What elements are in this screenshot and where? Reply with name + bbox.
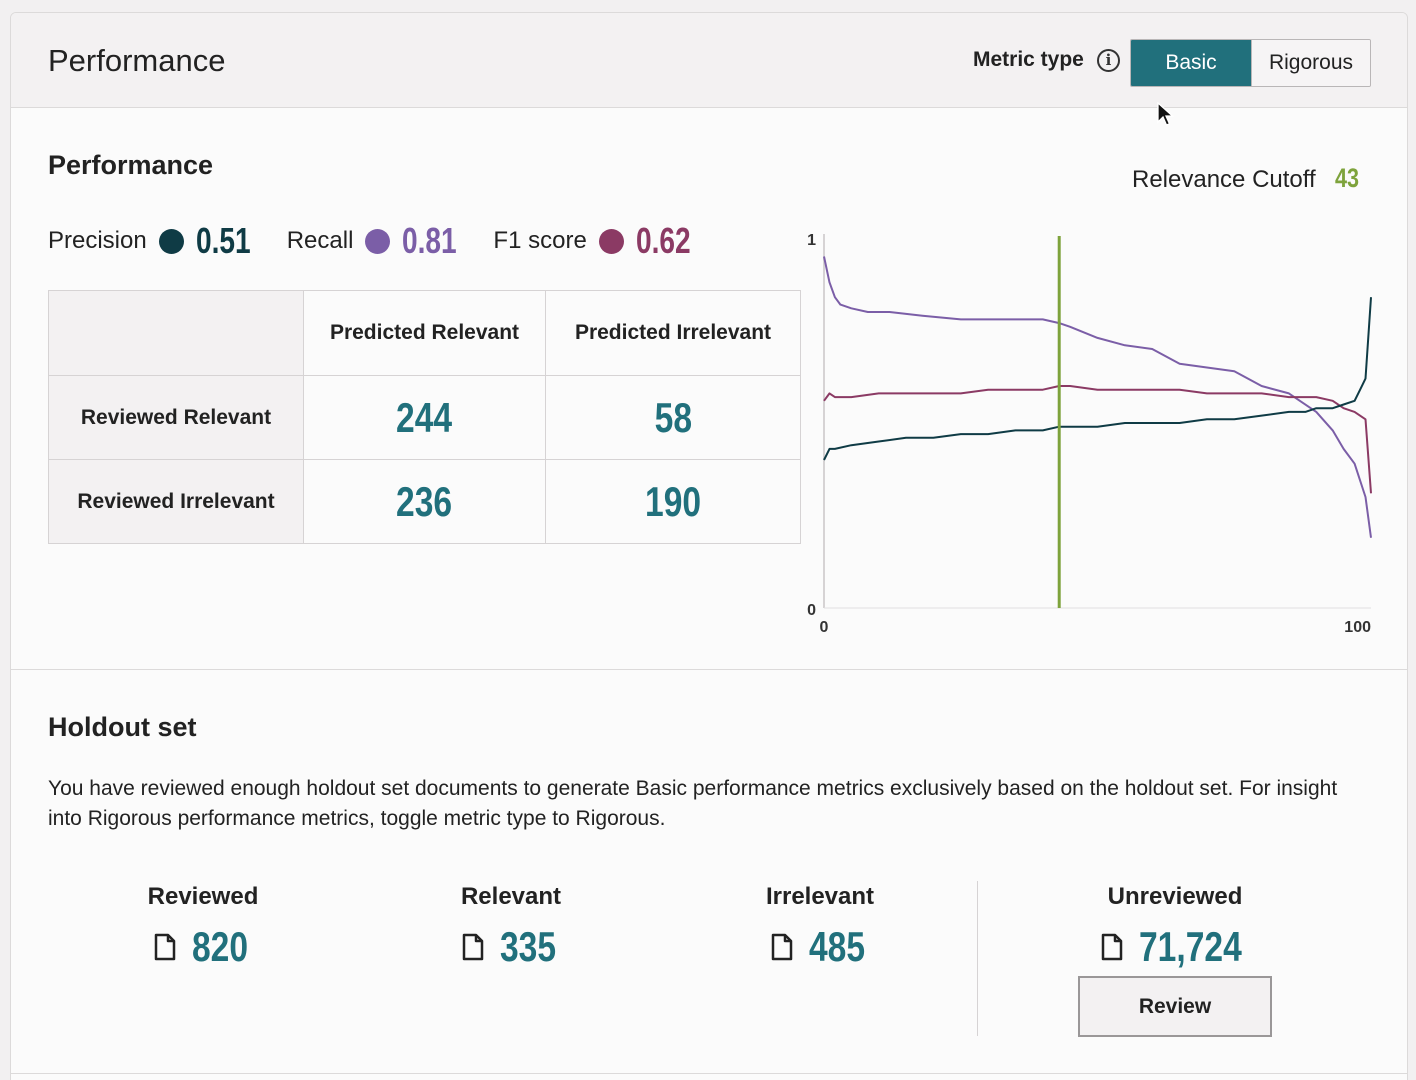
- panel-header: Performance Metric type i Basic Rigorous: [11, 13, 1407, 108]
- series-line-0: [823, 256, 1372, 538]
- x-tick-label: 0: [820, 619, 829, 636]
- confusion-matrix: Predicted Relevant Predicted Irrelevant …: [48, 290, 801, 544]
- predicted-irrelevant-header: Predicted Irrelevant: [545, 290, 801, 376]
- reviewed-relevant-header: Reviewed Relevant: [48, 375, 304, 460]
- precision-value: 0.51: [195, 220, 251, 261]
- relevant-stat: Relevant 335: [411, 883, 611, 971]
- rr-pr-value: 244: [396, 393, 453, 441]
- y-tick-label: 1: [807, 232, 816, 249]
- f1-dot-icon: [598, 228, 624, 254]
- predicted-relevant-header: Predicted Relevant: [303, 290, 546, 376]
- recall-value: 0.81: [402, 220, 458, 261]
- unreviewed-label: Unreviewed: [1107, 883, 1243, 910]
- confusion-cell: 190: [545, 459, 801, 544]
- info-icon[interactable]: i: [1097, 49, 1120, 72]
- performance-section-title: Performance: [48, 150, 214, 180]
- irrelevant-stat: Irrelevant 485: [720, 883, 920, 971]
- relevance-cutoff: Relevance Cutoff 43: [1132, 163, 1362, 194]
- relevance-cutoff-value: 43: [1334, 163, 1359, 193]
- confusion-cell: 244: [303, 375, 546, 460]
- document-icon: [1101, 933, 1123, 961]
- confusion-cell: 236: [303, 459, 546, 544]
- rigorous-toggle-button[interactable]: Rigorous: [1251, 40, 1370, 86]
- recall-dot-icon: [365, 228, 391, 254]
- mouse-cursor-icon: [1157, 102, 1175, 126]
- performance-panel: Performance Metric type i Basic Rigorous…: [10, 12, 1408, 1080]
- f1-label: F1 score: [493, 227, 587, 254]
- bottom-divider: [11, 1073, 1407, 1074]
- basic-toggle-button[interactable]: Basic: [1131, 40, 1251, 86]
- reviewed-label: Reviewed: [147, 883, 259, 910]
- stat-separator: [977, 881, 978, 1036]
- reviewed-irrelevant-header: Reviewed Irrelevant: [48, 459, 304, 544]
- relevance-cutoff-label: Relevance Cutoff: [1132, 166, 1316, 193]
- section-divider: [11, 669, 1407, 670]
- document-icon: [154, 933, 176, 961]
- panel-title: Performance: [48, 43, 226, 78]
- reviewed-stat: Reviewed 820: [103, 883, 303, 971]
- irrelevant-label: Irrelevant: [765, 883, 875, 910]
- relevant-label: Relevant: [460, 883, 562, 910]
- unreviewed-stat: Unreviewed 71,724: [1065, 883, 1285, 971]
- precision-dot-icon: [158, 228, 184, 254]
- review-button[interactable]: Review: [1078, 976, 1272, 1037]
- metrics-summary: Precision 0.51 Recall 0.81 F1 score 0.62: [48, 220, 727, 261]
- precision-label: Precision: [48, 227, 147, 254]
- document-icon: [771, 933, 793, 961]
- series-line-1: [823, 385, 1372, 494]
- performance-chart[interactable]: 100 100: [781, 218, 1401, 648]
- unreviewed-value: 71,724: [1139, 923, 1242, 970]
- relevant-value: 335: [500, 923, 557, 970]
- confusion-cell: 58: [545, 375, 801, 460]
- series-line-2: [823, 297, 1372, 461]
- recall-label: Recall: [286, 227, 354, 254]
- confusion-corner-cell: [48, 290, 304, 376]
- y-tick-label: 0: [807, 602, 816, 619]
- x-tick-label: 100: [1344, 619, 1371, 636]
- metric-type-label: Metric type: [973, 48, 1084, 71]
- irrelevant-value: 485: [809, 923, 866, 970]
- rr-pi-value: 58: [654, 393, 692, 441]
- metric-type-toggle[interactable]: Basic Rigorous: [1130, 39, 1371, 87]
- holdout-description: You have reviewed enough holdout set doc…: [48, 777, 1338, 830]
- reviewed-value: 820: [192, 923, 249, 970]
- document-icon: [462, 933, 484, 961]
- ri-pr-value: 236: [396, 477, 453, 525]
- holdout-section-title: Holdout set: [48, 712, 197, 742]
- ri-pi-value: 190: [644, 477, 702, 525]
- f1-value: 0.62: [635, 220, 691, 261]
